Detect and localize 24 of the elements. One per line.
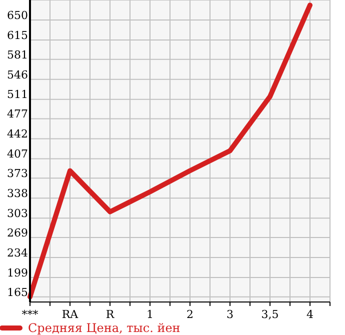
x-tick-label: R — [106, 308, 115, 321]
y-tick-label: 511 — [7, 88, 28, 102]
y-tick-label: 546 — [7, 68, 28, 82]
y-tick-label: 407 — [7, 148, 28, 161]
x-tick-label: 2 — [186, 308, 194, 321]
x-tick-label: RA — [62, 308, 80, 321]
y-tick-label: 338 — [7, 187, 28, 200]
y-tick-label: 303 — [7, 206, 28, 220]
y-tick-label: 234 — [7, 246, 28, 260]
y-tick-label: 581 — [7, 48, 28, 62]
y-tick-label: 477 — [7, 108, 28, 121]
y-tick-label: 442 — [7, 128, 28, 141]
x-tick-label: 3 — [226, 308, 234, 321]
y-tick-label: 199 — [7, 266, 28, 280]
y-tick-label: 615 — [7, 28, 28, 42]
y-tick-label: 269 — [7, 226, 28, 240]
x-tick-label: 4 — [306, 308, 314, 321]
legend-label: Средняя Цена, тыс. йен — [28, 321, 180, 335]
x-tick-label: 3,5 — [261, 308, 279, 321]
x-tick-label: *** — [22, 308, 39, 321]
x-tick-label: 1 — [146, 308, 154, 321]
y-tick-label: 650 — [7, 8, 28, 22]
y-tick-label: 165 — [7, 286, 28, 299]
y-tick-label: 373 — [7, 167, 28, 180]
